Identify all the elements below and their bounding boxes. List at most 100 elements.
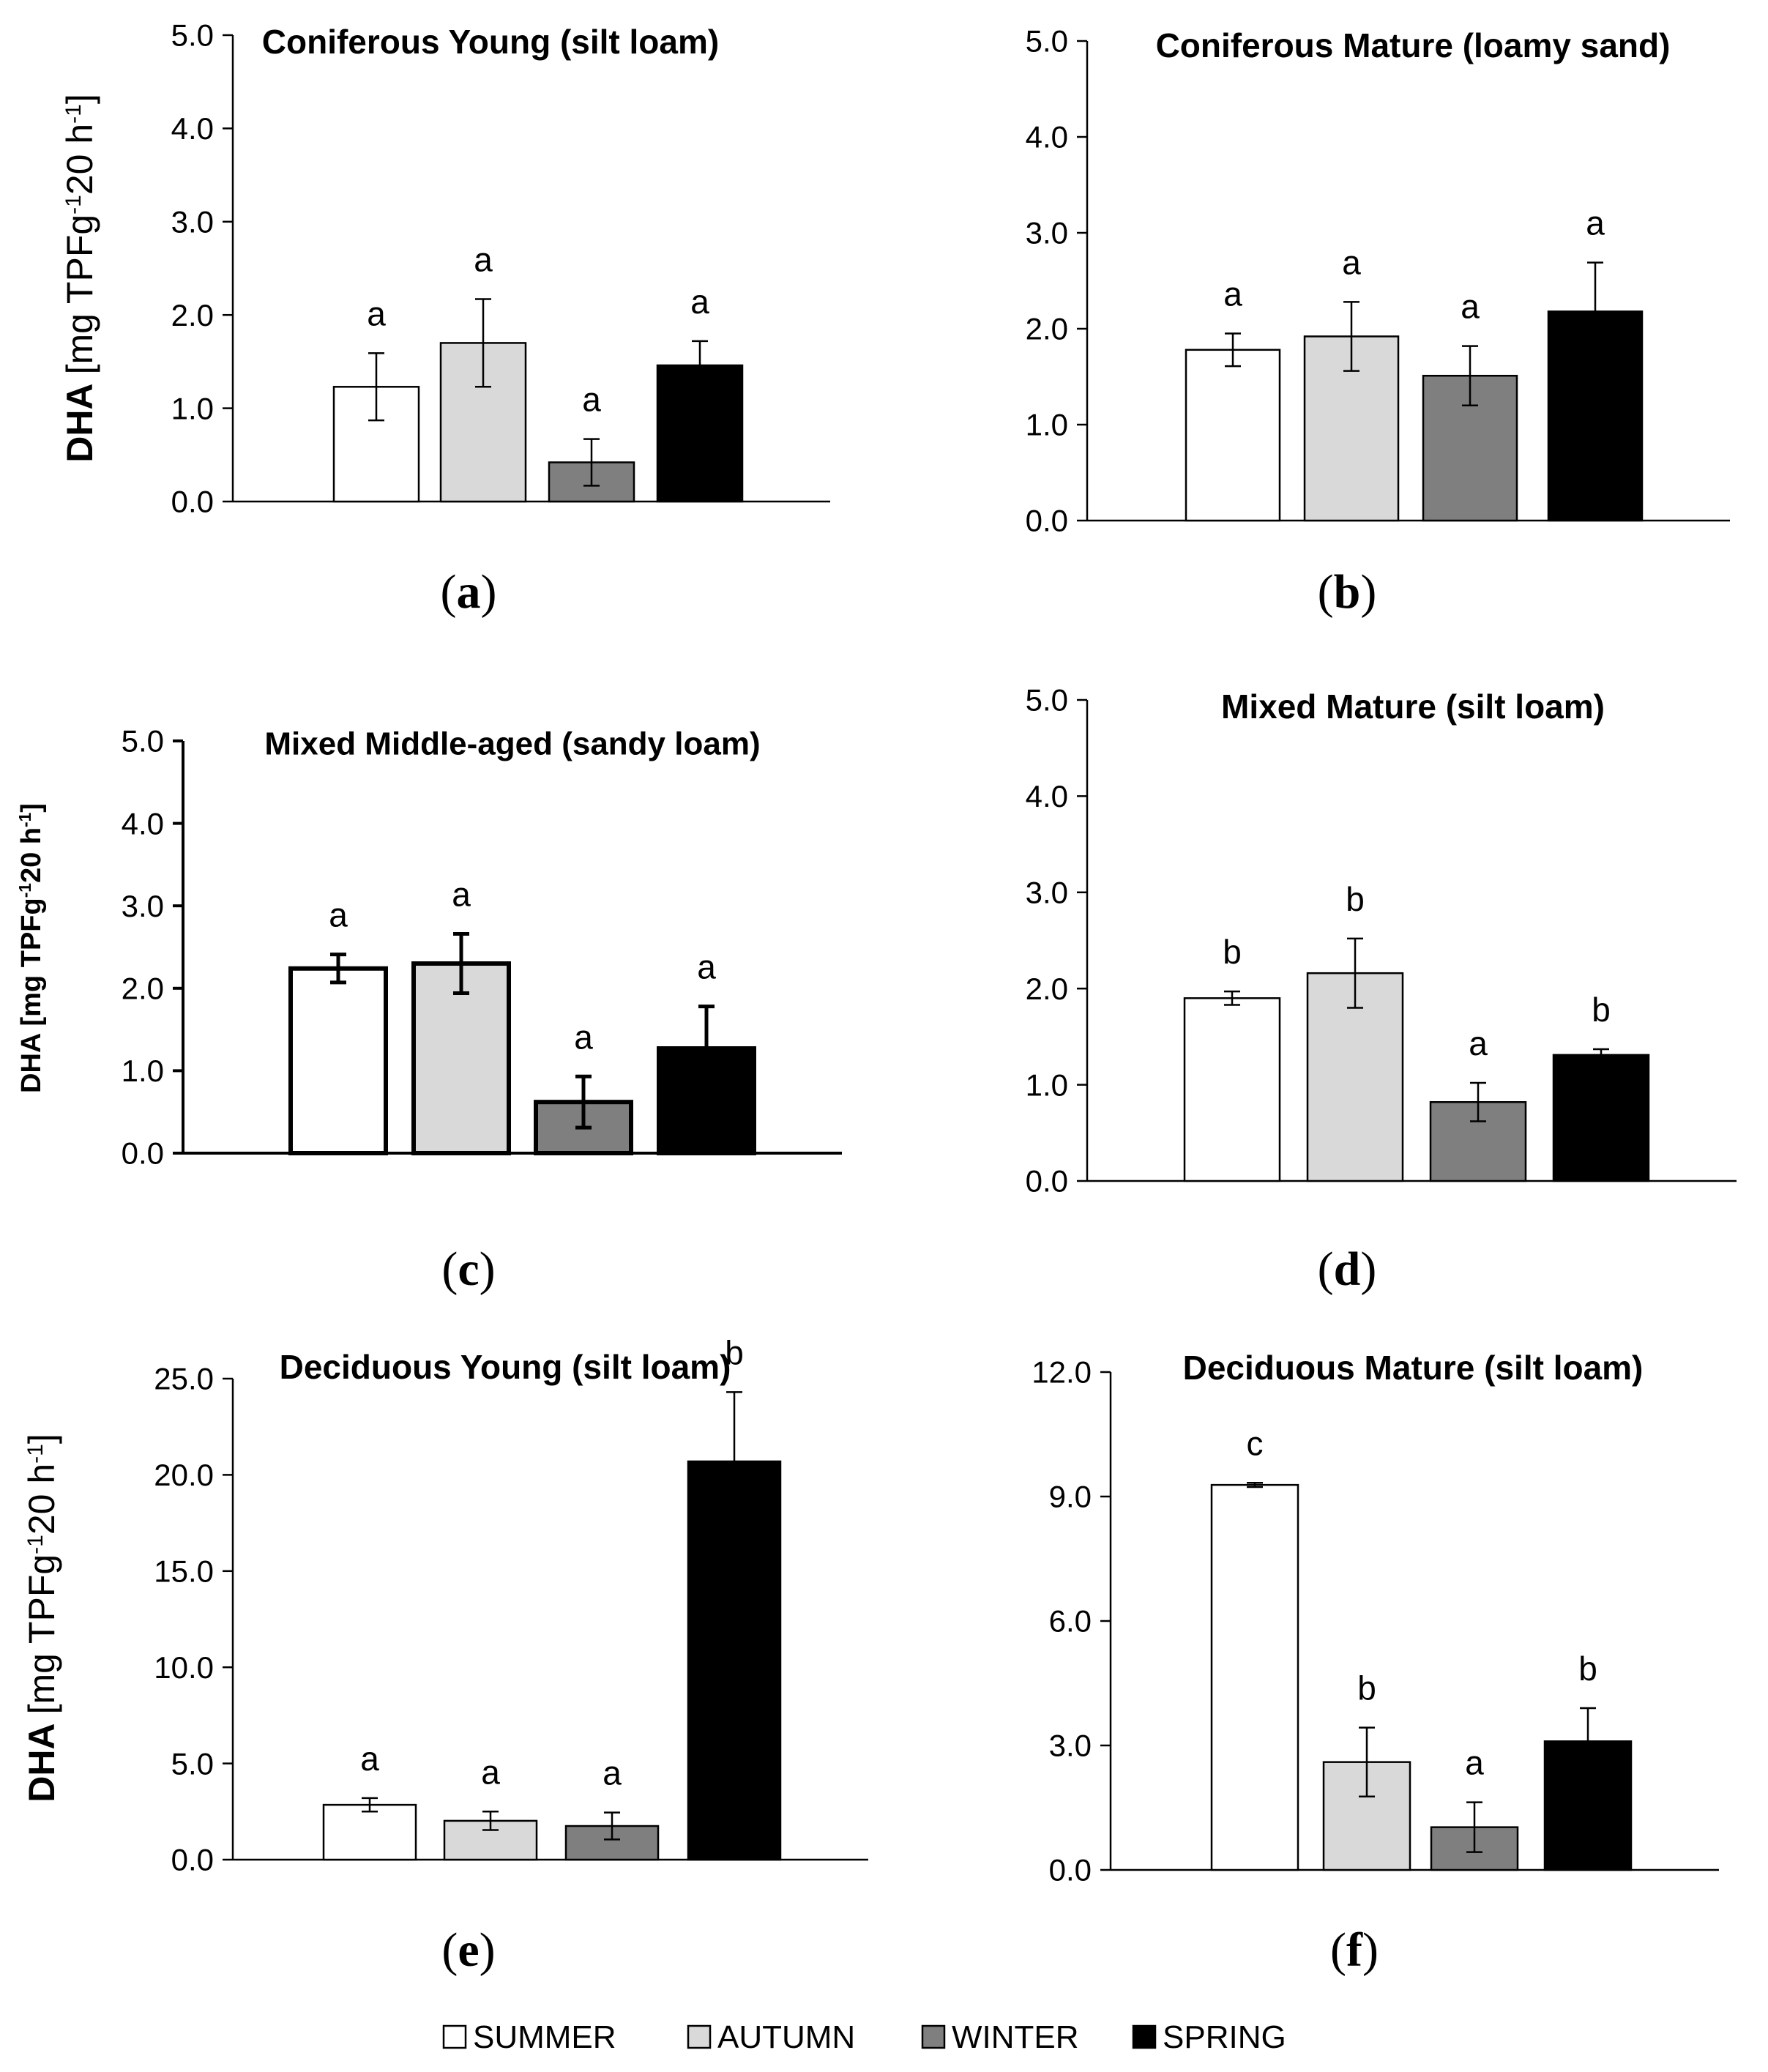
y-tick-label: 4.0 — [1026, 120, 1068, 154]
y-tick-label: 0.0 — [122, 1136, 164, 1171]
significance-letter: a — [1465, 1744, 1484, 1782]
y-tick-label: 25.0 — [154, 1362, 214, 1396]
significance-letter: a — [481, 1753, 500, 1791]
y-tick-label: 0.0 — [1026, 1164, 1068, 1199]
y-tick-label: 1.0 — [1026, 408, 1068, 442]
y-tick-label: 4.0 — [171, 111, 214, 146]
y-tick-label: 2.0 — [122, 972, 164, 1006]
legend-item-autumn: AUTUMN — [687, 2019, 855, 2055]
bar-autumn — [411, 961, 511, 1156]
ylabel-exp2: -1 — [23, 1444, 48, 1464]
panel-paren-close: ) — [1362, 1923, 1379, 1977]
significance-letter: b — [725, 1333, 744, 1371]
panel-label: (e) — [441, 1923, 495, 1977]
y-tick-label: 1.0 — [171, 391, 214, 425]
significance-letter: a — [1223, 275, 1242, 313]
legend-item-spring: SPRING — [1132, 2019, 1286, 2055]
ylabel-unit: [mg TPFg — [16, 898, 47, 1026]
chart-title: Coniferous Mature (loamy sand) — [1156, 26, 1671, 64]
y-tick-label: 12.0 — [1032, 1355, 1092, 1390]
ylabel-dha: DHA — [16, 1026, 47, 1092]
legend-item-summer: SUMMER — [442, 2019, 616, 2055]
panel-paren-close: ) — [480, 1923, 496, 1977]
significance-letter: a — [1586, 204, 1605, 242]
y-axis-label: DHA [mg TPFg-120 h-1] — [21, 1434, 62, 1803]
y-axis-label: DHA [mg TPFg-120 h-1] — [15, 803, 47, 1093]
chart-panel-2: Coniferous Mature (loamy sand) 0.0 1.0 2.0 3… — [1026, 24, 1730, 619]
panel-letter: e — [458, 1923, 479, 1977]
bar-spring — [1552, 1054, 1650, 1182]
panel-letter: d — [1334, 1242, 1361, 1296]
significance-letter: a — [452, 875, 471, 913]
ylabel-unit-b: 20 h — [16, 827, 47, 883]
bar-summer — [1185, 349, 1281, 522]
panel-label: (b) — [1318, 565, 1377, 619]
y-axis-label: DHA [mg TPFg-120 h-1] — [59, 94, 100, 463]
y-tick-label: 4.0 — [1026, 779, 1068, 813]
chart-panel-6: Deciduous Mature (silt loam) 0.0 3.0 6.0 9.0… — [1032, 1349, 1719, 1977]
legend-swatch — [1132, 2024, 1157, 2049]
legend-swatch — [442, 2024, 467, 2049]
panel-paren-open: ( — [1330, 1923, 1346, 1977]
panel-letter: b — [1334, 565, 1361, 619]
panel-paren-close: ) — [1360, 565, 1376, 619]
y-tick-label: 3.0 — [1049, 1729, 1092, 1763]
bar-spring — [657, 1046, 756, 1156]
significance-letter: a — [574, 1018, 593, 1056]
significance-letter: a — [360, 1740, 379, 1778]
y-tick-label: 3.0 — [122, 889, 164, 923]
panel-paren-open: ( — [441, 1923, 458, 1977]
ylabel-unit: [mg TPFg — [21, 1554, 62, 1715]
legend-swatch — [687, 2024, 712, 2049]
legend-item-winter: WINTER — [921, 2019, 1079, 2055]
panel-letter: a — [457, 565, 481, 619]
chart-panel-5: Deciduous Young (silt loam) 0.0 5.0 10.0 15.… — [21, 1333, 868, 1977]
y-tick-label: 1.0 — [122, 1054, 164, 1088]
y-tick-label: 0.0 — [171, 485, 214, 519]
chart-title: Mixed Mature (silt loam) — [1221, 687, 1605, 726]
chart-panel-3: Mixed Middle-aged (sandy loam) 0.0 1.0 2.0 3… — [15, 724, 842, 1296]
y-tick-label: 20.0 — [154, 1458, 214, 1492]
significance-letter: c — [1247, 1424, 1264, 1462]
significance-letter: b — [1357, 1669, 1376, 1707]
legend-label: WINTER — [952, 2019, 1079, 2055]
y-tick-label: 0.0 — [1049, 1853, 1092, 1887]
y-tick-label: 15.0 — [154, 1554, 214, 1589]
y-tick-label: 2.0 — [1026, 312, 1068, 346]
ylabel-exp: -1 — [23, 1535, 48, 1554]
chart-title: Deciduous Mature (silt loam) — [1183, 1349, 1644, 1387]
panel-label: (f) — [1330, 1923, 1379, 1977]
y-tick-label: 0.0 — [171, 1843, 214, 1877]
y-tick-label: 5.0 — [171, 18, 214, 53]
legend-label: AUTUMN — [717, 2019, 855, 2055]
legend-swatch — [921, 2024, 946, 2049]
y-tick-label: 10.0 — [154, 1650, 214, 1685]
bar-summer — [1183, 997, 1281, 1182]
y-tick-label: 5.0 — [1026, 683, 1068, 718]
panel-label: (d) — [1318, 1242, 1377, 1296]
y-tick-label: 4.0 — [122, 806, 164, 841]
significance-letter: a — [367, 294, 386, 332]
y-tick-label: 9.0 — [1049, 1480, 1092, 1514]
significance-letter: a — [603, 1754, 622, 1792]
y-tick-label: 6.0 — [1049, 1604, 1092, 1639]
significance-letter: b — [1592, 991, 1611, 1029]
bar-summer — [288, 966, 388, 1155]
significance-letter: a — [697, 948, 716, 986]
chart-title: Mixed Middle-aged (sandy loam) — [264, 726, 760, 761]
significance-letter: a — [474, 241, 493, 279]
y-tick-label: 0.0 — [1026, 504, 1068, 538]
panel-letter: f — [1346, 1923, 1363, 1977]
y-tick-label: 3.0 — [1026, 216, 1068, 250]
ylabel-unit-b: 20 h — [59, 124, 100, 195]
panel-paren-open: ( — [441, 1242, 458, 1296]
ylabel-unit-b: 20 h — [21, 1464, 62, 1535]
chart-panel-4: Mixed Mature (silt loam) 0.0 1.0 2.0 3.0 4.0 5… — [1026, 683, 1737, 1296]
y-tick-label: 5.0 — [171, 1746, 214, 1781]
ylabel-close: ] — [21, 1434, 62, 1444]
chart-title: Deciduous Young (silt loam) — [280, 1348, 731, 1386]
ylabel-exp: -1 — [15, 883, 34, 898]
panel-label: (c) — [441, 1242, 495, 1296]
y-tick-label: 2.0 — [1026, 972, 1068, 1006]
